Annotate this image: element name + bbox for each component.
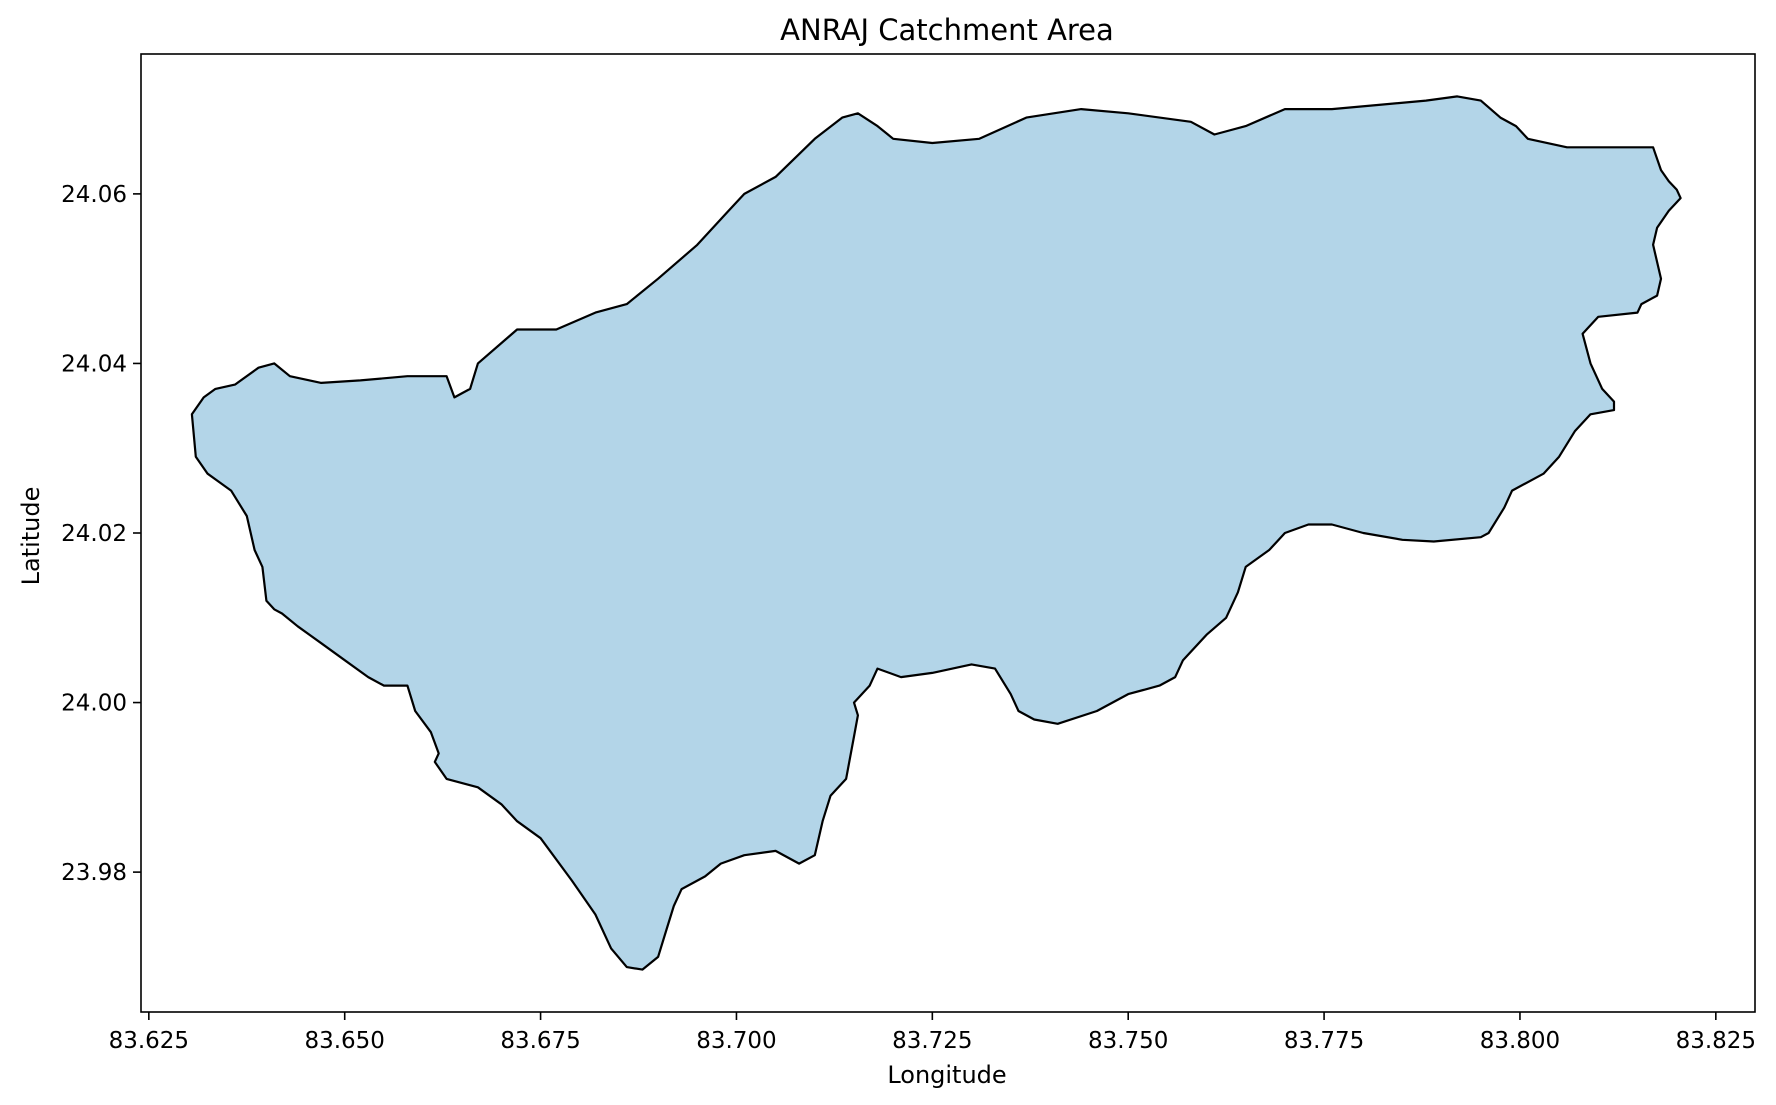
y-tick-label: 24.02	[61, 521, 127, 547]
x-tick-label: 83.675	[500, 1028, 580, 1054]
x-tick-label: 83.650	[304, 1028, 384, 1054]
x-tick-label: 83.700	[696, 1028, 776, 1054]
y-tick-label: 24.00	[61, 691, 127, 717]
y-tick-label: 24.04	[61, 351, 127, 377]
x-tick-label: 83.825	[1676, 1028, 1756, 1054]
x-tick-label: 83.800	[1480, 1028, 1560, 1054]
x-tick-label: 83.625	[109, 1028, 189, 1054]
x-axis: 83.625 83.650 83.675 83.700 83.725 83.750 83.7…	[109, 1012, 1756, 1054]
x-axis-label: Longitude	[887, 1061, 1006, 1089]
y-axis: 23.98 24.00 24.02 24.04 24.06	[61, 182, 141, 886]
y-tick-label: 24.06	[61, 182, 127, 208]
catchment-polygon	[190, 95, 1682, 971]
chart-title: ANRAJ Catchment Area	[780, 13, 1114, 47]
x-tick-label: 83.725	[892, 1028, 972, 1054]
y-axis-label: Latitude	[17, 487, 45, 586]
x-tick-label: 83.775	[1284, 1028, 1364, 1054]
y-tick-label: 23.98	[61, 860, 127, 886]
x-tick-label: 83.750	[1088, 1028, 1168, 1054]
